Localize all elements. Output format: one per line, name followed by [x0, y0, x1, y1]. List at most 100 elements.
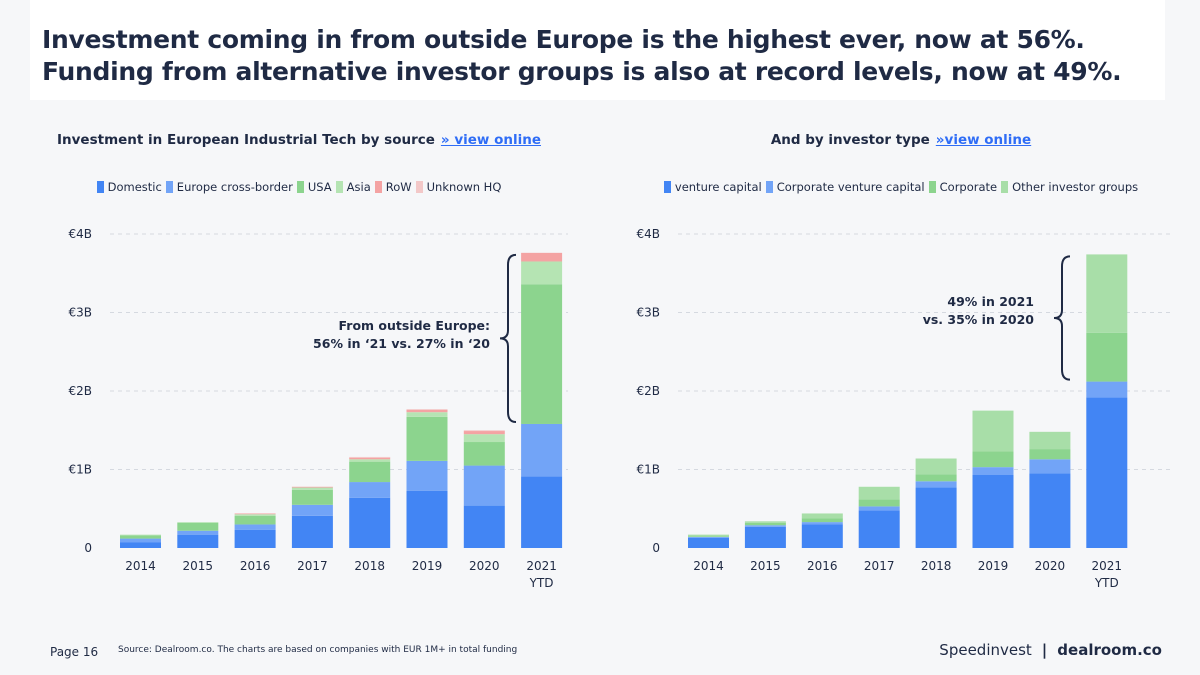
bar-segment — [915, 487, 957, 548]
y-tick-label: €1B — [68, 463, 92, 477]
legend-item: Corporate venture capital — [765, 180, 925, 194]
x-tick-label: 2016 — [807, 559, 838, 573]
bar-segment — [349, 457, 391, 460]
annotation-text: From outside Europe: — [339, 318, 490, 333]
legend-swatch — [1001, 181, 1009, 193]
x-tick-label: 2016 — [240, 559, 271, 573]
bar-segment — [291, 486, 333, 488]
chart-title-investor-type: And by investor type »view online — [612, 132, 1190, 148]
bar-segment — [915, 481, 957, 488]
x-tick-label: 2015 — [750, 559, 781, 573]
bar-segment — [463, 430, 505, 432]
bar-segment — [177, 522, 219, 531]
bar-segment — [1029, 459, 1071, 474]
x-tick-label: 2018 — [921, 559, 952, 573]
legend-label: Europe cross-border — [176, 180, 293, 194]
legend-label: Unknown HQ — [426, 180, 502, 194]
bar-segment — [688, 537, 729, 538]
y-tick-label: €2B — [636, 384, 660, 398]
legend-source: Domestic Europe cross-border USA Asia RoW Unk… — [10, 180, 588, 194]
bar-segment — [120, 534, 161, 536]
legend-swatch — [765, 181, 773, 193]
bar-segment — [972, 474, 1014, 548]
bar-segment — [744, 522, 786, 526]
y-tick-label: €4B — [636, 227, 660, 241]
bar-segment — [406, 409, 448, 410]
legend-swatch — [415, 181, 423, 193]
bar-segment — [858, 510, 900, 548]
view-online-link[interactable]: » view online — [440, 132, 541, 148]
bar-segment — [234, 515, 276, 525]
legend-label: USA — [307, 180, 332, 194]
legend-swatch — [165, 181, 173, 193]
bar-segment — [291, 487, 333, 490]
annotation-text: 49% in 2021 — [947, 294, 1034, 309]
legend-item: Other investor groups — [1001, 180, 1138, 194]
bar-segment — [744, 525, 786, 527]
legend-swatch — [928, 181, 936, 193]
bar-segment — [349, 456, 391, 458]
bar-segment — [521, 261, 563, 285]
y-tick-label: €2B — [68, 384, 92, 398]
bar-chart-investor-type: 0 €1B €2B €3B €4B 2014 2015 2016 2017 2018 2019 202… — [636, 227, 1170, 590]
legend-item: venture capital — [663, 180, 762, 194]
legend-label: Domestic — [107, 180, 162, 194]
bar-segment — [521, 252, 563, 262]
bar-segment — [1086, 332, 1128, 382]
bar-segment — [177, 530, 219, 535]
bar-segment — [801, 524, 843, 548]
dealroom-logo: dealroom.co — [1057, 641, 1162, 659]
x-tick-label: 2020 — [1035, 559, 1066, 573]
legend-swatch — [374, 181, 382, 193]
annotation-text: vs. 35% in 2020 — [923, 312, 1035, 327]
chart-panel-source: Investment in European Industrial Tech b… — [10, 118, 588, 613]
chart-title-text: Investment in European Industrial Tech b… — [56, 132, 435, 148]
bar-segment — [521, 476, 563, 548]
legend-label: Other investor groups — [1012, 180, 1139, 194]
x-tick-label: YTD — [1094, 576, 1119, 590]
speedinvest-logo: Speedinvest — [939, 641, 1032, 659]
legend-item: Domestic — [96, 180, 162, 194]
bar-segment — [463, 465, 505, 506]
bar-segment — [406, 460, 448, 491]
legend-item: RoW — [374, 180, 412, 194]
view-online-link[interactable]: »view online — [935, 132, 1032, 148]
bar-segment — [406, 412, 448, 417]
annotation-brace — [499, 253, 517, 423]
x-tick-label: 2017 — [864, 559, 895, 573]
legend-investor-type: venture capital Corporate venture capital… — [612, 180, 1190, 194]
bar-segment — [120, 538, 161, 543]
bar-segment — [521, 284, 563, 424]
bar-segment — [801, 513, 843, 519]
headline: Investment coming in from outside Europe… — [42, 25, 1122, 86]
legend-swatch — [335, 181, 343, 193]
brand-separator: | — [1041, 641, 1048, 659]
bar-segment — [1029, 431, 1071, 450]
chart-panel-investor-type: And by investor type »view online venture… — [612, 118, 1190, 613]
legend-item: USA — [296, 180, 332, 194]
footer-brand: Speedinvest | dealroom.co — [939, 641, 1162, 659]
bar-segment — [349, 482, 391, 498]
x-tick-label: 2014 — [693, 559, 724, 573]
chart-title-text: And by investor type — [770, 132, 930, 148]
bar-segment — [858, 486, 900, 500]
bar-segment — [1086, 381, 1128, 398]
x-tick-label: 2020 — [469, 559, 500, 573]
bar-segment — [688, 536, 729, 538]
bar-segment — [801, 518, 843, 523]
chart-title-source: Investment in European Industrial Tech b… — [10, 132, 588, 148]
x-tick-label: 2021 — [1092, 559, 1123, 573]
bar-segment — [463, 434, 505, 443]
bar-segment — [744, 526, 786, 548]
legend-swatch — [96, 181, 104, 193]
bar-segment — [120, 535, 161, 539]
y-tick-label: €3B — [68, 306, 92, 320]
x-tick-label: 2021 — [526, 559, 557, 573]
bar-segment — [406, 490, 448, 548]
legend-label: RoW — [385, 180, 412, 194]
bar-segment — [120, 542, 161, 548]
annotation-brace — [1053, 255, 1071, 381]
page-number: Page 16 — [50, 645, 99, 659]
x-tick-label: 2015 — [183, 559, 214, 573]
bar-segment — [1086, 254, 1128, 333]
